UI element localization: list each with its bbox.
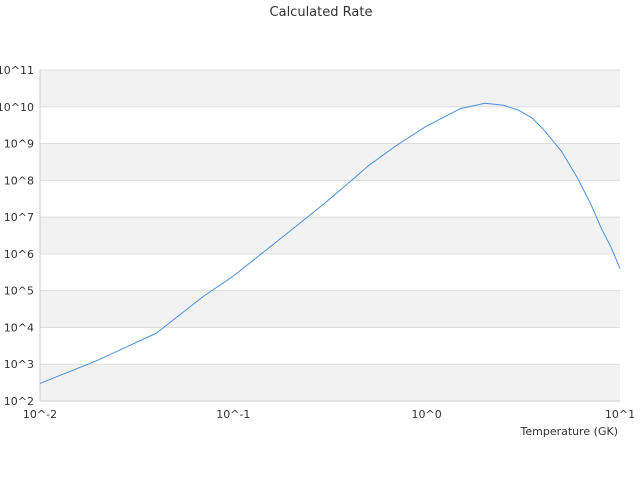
grid-band [40,70,620,107]
gridlines [40,69,620,402]
grid-band [40,253,620,291]
y-tick-label: 10^4 [4,321,34,334]
x-tick-label: 10^1 [605,408,635,421]
series-line [39,102,621,384]
x-tick-label: 10^-1 [216,408,250,421]
x-tick-labels: 10^-2 10^-1 10^0 10^1 [23,408,635,421]
y-tick-labels: 10^2 10^3 10^4 10^5 10^6 10^7 10^8 10^9 10^10 10^… [0,64,34,408]
y-tick-label: 10^2 [4,395,34,408]
grid-bands [40,70,620,401]
y-tick-label: 10^8 [4,174,34,187]
y-tick-label: 10^5 [4,285,34,298]
y-tick-label: 10^10 [0,101,34,114]
x-axis-label: Temperature (GK) [520,425,619,438]
y-tick-label: 10^9 [4,138,34,151]
grid-band [40,327,620,365]
y-tick-label: 10^3 [4,358,34,371]
grid-band [40,217,620,254]
y-tick-label: 10^6 [4,248,34,261]
series-layer [39,102,621,384]
grid-band [40,143,620,181]
chart-title: Calculated Rate [270,5,373,20]
x-tick-label: 10^-2 [23,408,57,421]
y-tick-label: 10^7 [4,211,34,224]
grid-band [40,106,620,144]
y-tick-label: 10^11 [0,64,34,77]
x-tick-label: 10^0 [412,408,442,421]
grid-band [40,364,620,401]
grid-band [40,290,620,328]
